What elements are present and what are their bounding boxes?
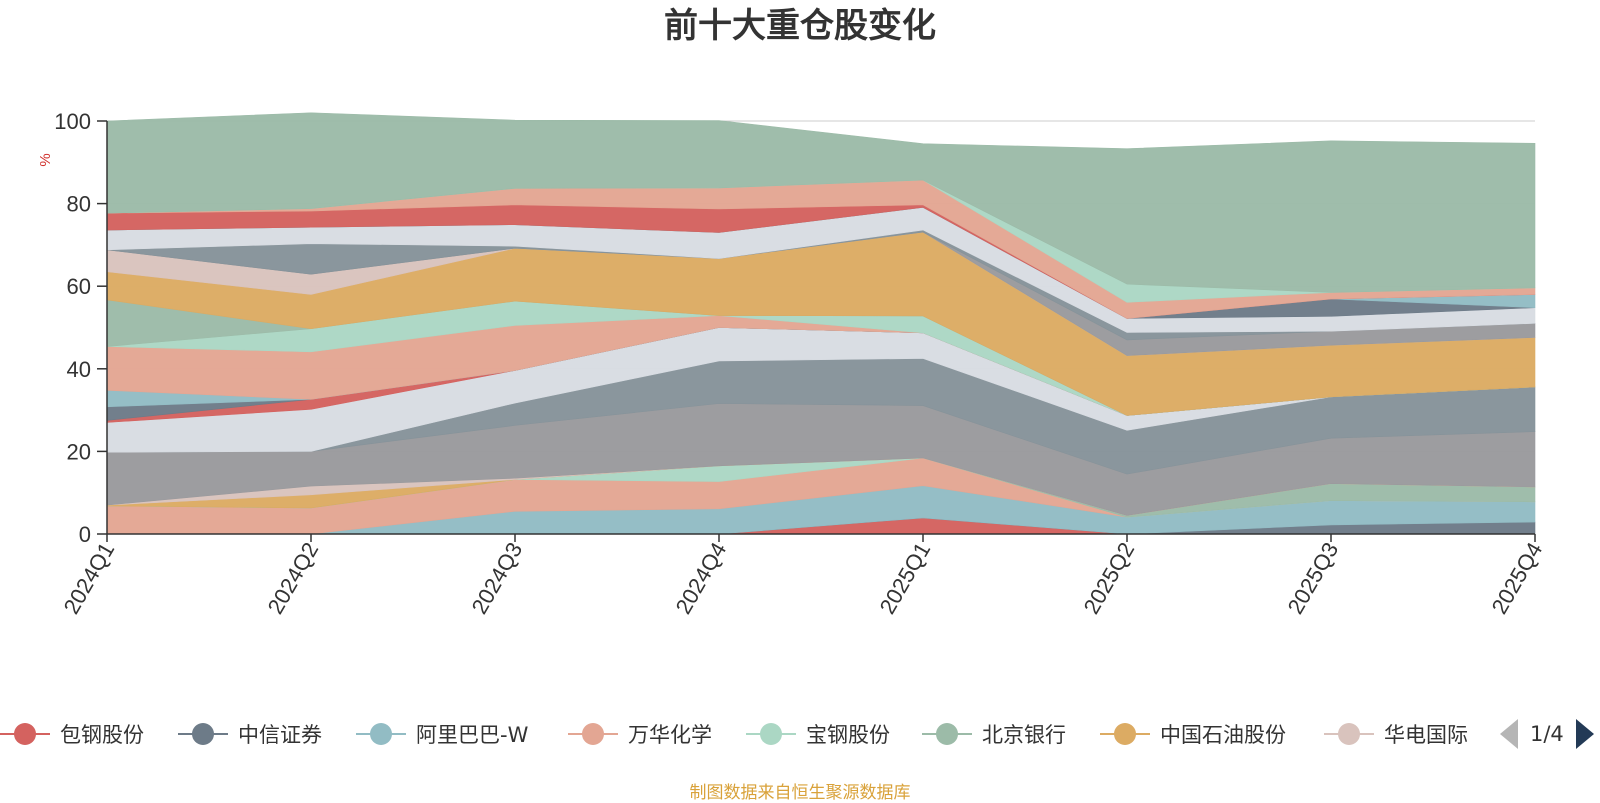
legend-item[interactable]: 万华化学	[568, 716, 712, 752]
area-series-28[interactable]	[106, 112, 1536, 293]
legend-marker-icon	[356, 719, 406, 749]
legend-marker-icon	[922, 719, 972, 749]
x-tick-label: 2025Q3	[1283, 538, 1344, 618]
legend-item[interactable]: 北京银行	[922, 716, 1066, 752]
y-axis-label: %	[37, 153, 54, 166]
y-tick-label: 0	[79, 522, 91, 547]
legend-label: 包钢股份	[60, 723, 144, 747]
legend-label: 北京银行	[982, 723, 1066, 747]
legend-page-indicator: 1/4	[1530, 722, 1564, 746]
legend: 包钢股份 中信证券 阿里巴巴-W 万华化学 宝钢股份 北京银行 中国石油股份 华电国际	[0, 716, 1600, 756]
y-tick-label: 100	[54, 109, 91, 134]
x-tick-label: 2025Q1	[875, 538, 936, 618]
x-tick-label: 2024Q3	[467, 538, 528, 618]
legend-item[interactable]: 华电国际	[1324, 716, 1468, 752]
source-note: 制图数据来自恒生聚源数据库	[689, 783, 911, 803]
legend-pager: 1/4	[1500, 716, 1594, 752]
stacked-area-chart: 0 20 40 60 80 100 2024Q1 2024Q2 2024Q3 2024Q4 2025…	[37, 109, 1548, 618]
legend-item[interactable]: 宝钢股份	[746, 716, 890, 752]
x-tick-label: 2025Q4	[1487, 538, 1548, 618]
legend-label: 阿里巴巴-W	[416, 723, 529, 747]
legend-marker-icon	[1100, 719, 1150, 749]
legend-marker-icon	[178, 719, 228, 749]
y-tick-label: 60	[67, 274, 91, 299]
legend-item[interactable]: 阿里巴巴-W	[356, 716, 528, 752]
legend-marker-icon	[0, 719, 50, 749]
legend-label: 万华化学	[628, 723, 712, 747]
chart-title: 前十大重仓股变化	[664, 6, 936, 46]
legend-label: 宝钢股份	[806, 723, 890, 747]
legend-item[interactable]: 包钢股份	[0, 716, 144, 752]
y-tick-label: 40	[67, 357, 91, 382]
legend-item[interactable]: 中国石油股份	[1100, 716, 1286, 752]
legend-label: 中国石油股份	[1160, 723, 1286, 747]
x-tick-label: 2024Q1	[59, 538, 120, 618]
legend-marker-icon	[746, 719, 796, 749]
legend-item[interactable]: 中信证券	[178, 716, 322, 752]
area-series	[106, 112, 1536, 535]
legend-next-arrow-icon[interactable]	[1575, 719, 1594, 749]
y-tick-label: 80	[67, 192, 91, 217]
x-tick-label: 2024Q2	[263, 538, 324, 618]
legend-marker-icon	[1324, 719, 1374, 749]
y-tick-label: 20	[67, 439, 91, 464]
x-tick-label: 2024Q4	[671, 538, 732, 618]
legend-prev-arrow-icon[interactable]	[1500, 719, 1518, 749]
legend-label: 华电国际	[1384, 723, 1468, 747]
x-tick-label: 2025Q2	[1079, 538, 1140, 618]
legend-label: 中信证券	[238, 723, 322, 747]
legend-marker-icon	[568, 719, 618, 749]
